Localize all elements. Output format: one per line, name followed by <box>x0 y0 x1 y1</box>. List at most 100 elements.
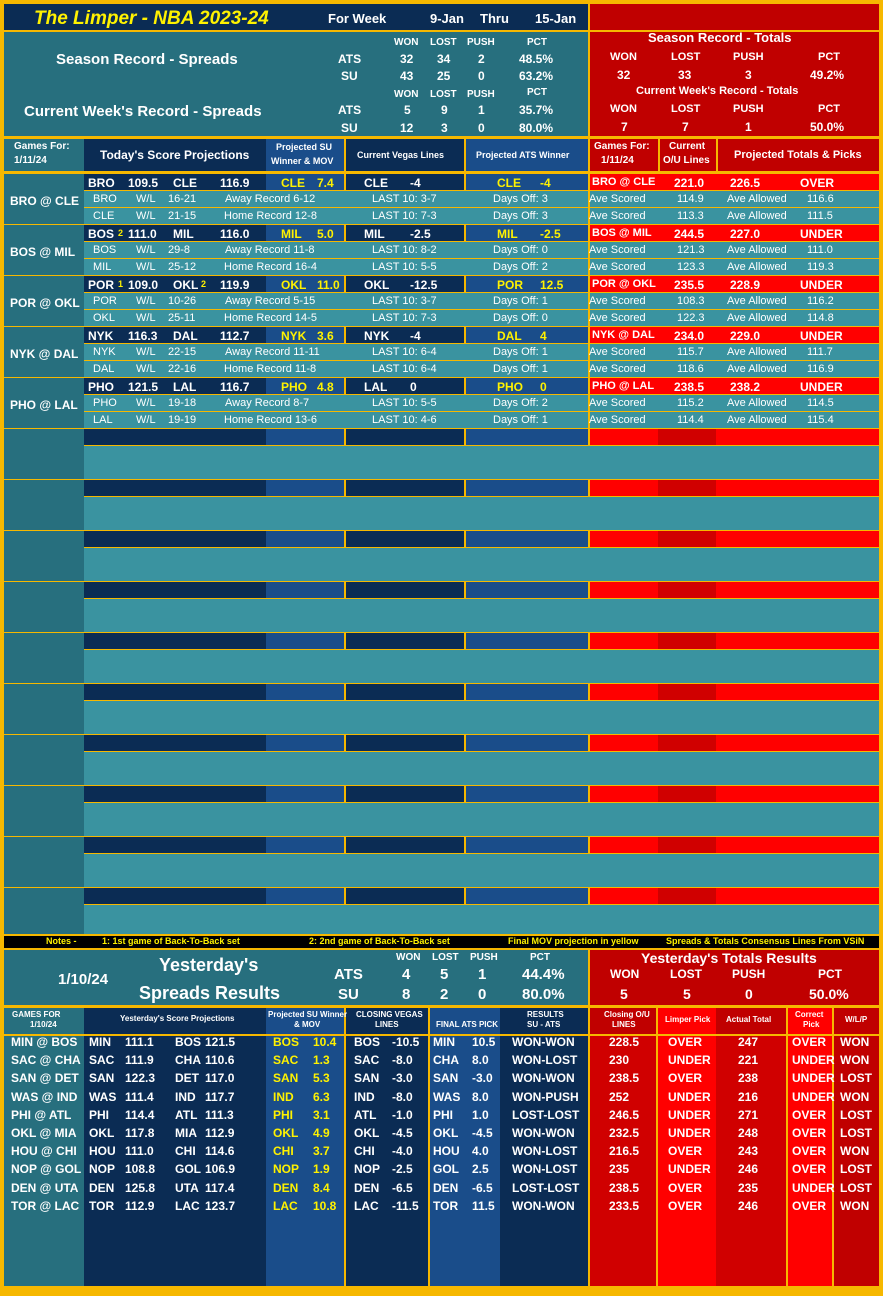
empty-row-main <box>84 480 266 496</box>
vegas-line: 0 <box>410 380 417 394</box>
yesterday-cell: CHI <box>175 1144 196 1159</box>
empty-row-main <box>84 786 266 802</box>
yesterday-cell: -3.0 <box>392 1071 413 1086</box>
yesterday-cell: 125.8 <box>125 1180 156 1195</box>
season-su-pct: 63.2% <box>519 69 554 83</box>
yesterday-head-cell <box>500 1008 588 1034</box>
yhead-final: FINAL ATS PICK <box>436 1020 499 1029</box>
yesterday-cell: NOP <box>354 1162 381 1177</box>
y-su-won: 8 <box>402 986 411 1003</box>
yesterday-cell: UNDER <box>668 1053 711 1068</box>
header-su-winner-2: Winner & MOV <box>271 156 334 166</box>
totals-pick: UNDER <box>800 329 843 343</box>
detail-last10: LAST 10: 4-6 <box>372 414 437 426</box>
home-score: 116.9 <box>220 176 250 190</box>
yesterday-cell: 1.9 <box>313 1162 330 1177</box>
yesterday-body-col <box>346 1036 428 1286</box>
detail-ave-allowed: 111.0 <box>807 244 833 256</box>
yesterday-cell: 111.0 <box>125 1144 154 1159</box>
yesterday-cell: 252 <box>609 1089 630 1104</box>
yesterday-cell: SAN <box>433 1071 459 1086</box>
yesterday-cell: CHI <box>354 1144 375 1159</box>
detail-row <box>84 395 588 411</box>
detail-team: BRO <box>93 193 117 205</box>
empty-line-cell <box>346 684 464 700</box>
empty-row-body <box>84 650 879 683</box>
totals-current: 221.0 <box>674 176 705 190</box>
totals-col-push: PUSH <box>733 51 764 63</box>
yhead-su-2: & MOV <box>294 1020 321 1029</box>
detail-days-off: Days Off: 3 <box>493 210 548 222</box>
home-team: OKL <box>173 278 199 292</box>
season-su-won: 43 <box>400 69 414 83</box>
yesterday-cell: PHI <box>273 1107 294 1122</box>
totals-matchup: NYK @ DAL <box>592 329 655 341</box>
empty-label-cell <box>4 480 84 530</box>
su-winner: CLE <box>281 176 305 190</box>
season-spreads-panel <box>4 32 588 136</box>
empty-tot-red1 <box>590 837 658 853</box>
yt-col-won: WON <box>610 967 640 981</box>
empty-tot-red1 <box>590 684 658 700</box>
week-col-won: WON <box>394 89 419 100</box>
week-su-label: SU <box>341 121 358 135</box>
yesterday-cell: OVER <box>792 1126 827 1140</box>
header-current-ou: Current <box>669 141 706 152</box>
game-label: BRO @ CLE <box>10 194 80 208</box>
detail-wl: W/L <box>136 244 156 256</box>
empty-row-body <box>84 905 879 934</box>
page-title: The Limper - NBA 2023-24 <box>34 8 269 29</box>
empty-tot-red1 <box>590 480 658 496</box>
season-ats-push: 2 <box>478 52 485 66</box>
ats-line: -4 <box>540 176 551 190</box>
yesterday-cell: -6.5 <box>392 1180 413 1195</box>
vegas-team: NYK <box>364 329 390 343</box>
week-ats-label: ATS <box>338 103 362 117</box>
yt-pct: 50.0% <box>809 986 849 1002</box>
empty-tot-red2 <box>658 837 716 853</box>
yesterday-cell: UNDER <box>792 1180 835 1195</box>
detail-ave-allowed-label: Ave Allowed <box>727 261 787 273</box>
yesterday-cell: BOS <box>273 1035 300 1049</box>
detail-row <box>84 310 588 326</box>
yesterday-cell: 117.8 <box>125 1126 155 1140</box>
away-score: 111.0 <box>128 227 157 241</box>
week-spreads-label: Current Week's Record - Spreads <box>24 103 262 120</box>
empty-label-cell <box>4 786 84 836</box>
detail-days-off: Days Off: 1 <box>493 363 548 375</box>
detail-last10: LAST 10: 7-3 <box>372 312 437 324</box>
week-su-lost: 3 <box>441 121 448 135</box>
detail-days-off: Days Off: 1 <box>493 414 548 426</box>
yhead-wlp: W/L/P <box>845 1015 868 1024</box>
game-row-main <box>84 327 266 343</box>
yhead-actual: Actual Total <box>726 1015 772 1024</box>
detail-row-right <box>590 242 879 258</box>
empty-tot-red3 <box>716 582 879 598</box>
wt-col-push: PUSH <box>733 103 764 115</box>
detail-record: 22-16 <box>168 363 197 375</box>
detail-row <box>84 259 588 275</box>
detail-ave-allowed-label: Ave Allowed <box>727 414 787 426</box>
detail-row-right <box>590 208 879 224</box>
header-date-2: 1/11/24 <box>601 155 634 166</box>
yesterday-cell: MIN <box>433 1035 455 1049</box>
notes-bar <box>4 936 879 948</box>
yesterday-cell: HOU <box>89 1144 116 1159</box>
ats-line: -2.5 <box>540 227 561 241</box>
yesterday-cell: OVER <box>792 1035 827 1049</box>
games-for-label: Games For: <box>14 141 70 152</box>
su-mov: 5.0 <box>317 227 334 241</box>
detail-row <box>84 344 588 360</box>
yesterday-cell: 246 <box>738 1198 759 1213</box>
empty-tot-red2 <box>658 531 716 547</box>
empty-row-main <box>84 633 266 649</box>
season-spreads-label: Season Record - Spreads <box>56 51 238 68</box>
yesterday-cell: HOU <box>433 1144 460 1159</box>
yesterday-cell: 235 <box>738 1180 759 1195</box>
detail-days-off: Days Off: 2 <box>493 397 548 409</box>
yesterday-cell: IND <box>175 1089 196 1104</box>
note-1: 1: 1st game of Back-To-Back set <box>102 936 240 946</box>
totals-projected: 228.9 <box>730 278 761 292</box>
away-score: 109.0 <box>128 278 159 292</box>
detail-wl: W/L <box>136 210 156 222</box>
